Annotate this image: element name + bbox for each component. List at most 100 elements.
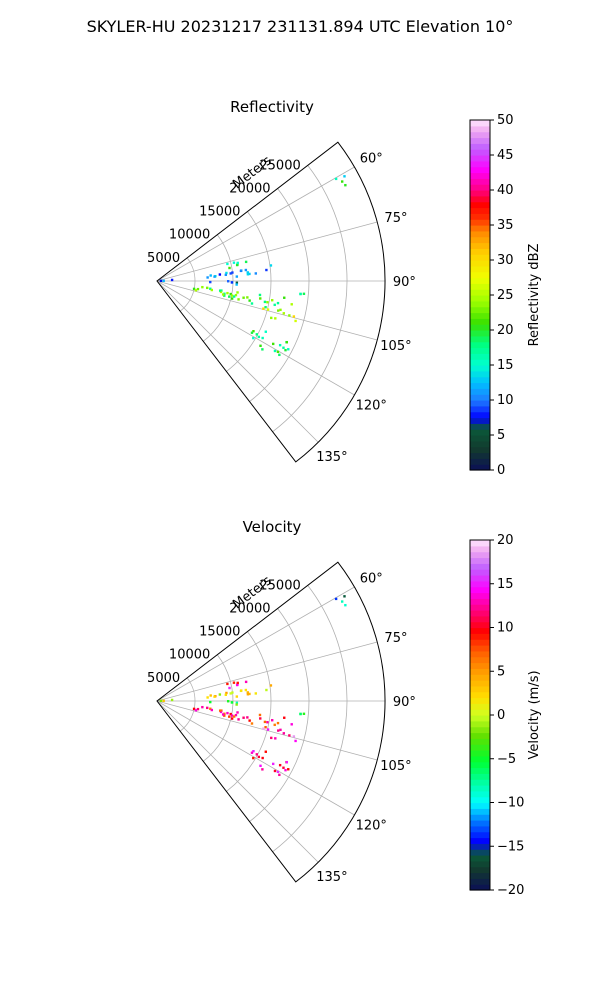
echo-gate	[235, 275, 239, 278]
colorbar-segment	[470, 773, 490, 780]
echo-gate	[271, 719, 274, 722]
colorbar-segment	[470, 137, 490, 144]
colorbar-segment	[470, 335, 490, 343]
echo-gate	[230, 297, 234, 300]
colorbar-segment	[470, 575, 490, 582]
colorbar-segment	[470, 650, 490, 658]
colorbar-segment	[470, 615, 490, 623]
colorbar-segment	[470, 225, 490, 232]
colorbar-segment	[470, 621, 490, 629]
colorbar-segment	[470, 160, 490, 168]
echo-gate	[210, 288, 214, 292]
echo-gate	[294, 739, 297, 743]
colorbar-segment	[470, 540, 490, 547]
echo-gate	[226, 711, 229, 715]
echo-gate	[206, 696, 209, 699]
echo-gate	[264, 750, 267, 753]
echo-gate	[282, 732, 286, 735]
colorbar-segment	[470, 720, 490, 728]
echo-gate	[254, 692, 258, 695]
echo-gate	[273, 723, 276, 727]
echo-gate	[252, 336, 255, 340]
azimuth-gridline	[156, 280, 355, 396]
echo-gate	[209, 280, 212, 284]
echo-gate	[230, 717, 234, 720]
echo-gate	[209, 287, 212, 290]
echo-gate	[266, 728, 270, 731]
colorbar-segment	[470, 347, 490, 354]
colorbar-segment	[470, 155, 490, 162]
echo-gate	[302, 712, 306, 716]
echo-gate	[209, 707, 212, 710]
colorbar-tick-label: 0	[497, 708, 505, 723]
echo-gate	[255, 753, 259, 756]
echo-gate	[226, 682, 229, 686]
colorbar-segment	[470, 872, 490, 879]
colorbar-segment	[470, 656, 490, 664]
echo-gate	[259, 344, 262, 347]
colorbar-segment	[470, 312, 490, 319]
range-ring	[226, 631, 272, 792]
echo-gate	[235, 703, 238, 706]
range-ring	[249, 188, 310, 402]
echo-gate	[236, 711, 239, 714]
echo-gate	[225, 691, 228, 695]
echo-gate	[237, 718, 240, 721]
colorbar-segment	[470, 446, 490, 454]
colorbar-segment	[470, 376, 490, 384]
colorbar-segment	[470, 750, 490, 757]
echo-gate	[252, 756, 255, 760]
colorbar-segment	[470, 271, 490, 279]
colorbar-segment	[470, 545, 490, 553]
colorbar-segment	[470, 289, 490, 296]
echo-gate	[229, 272, 232, 275]
colorbar-segment	[470, 341, 490, 349]
colorbar-segment	[470, 254, 490, 261]
echo-gate	[235, 701, 239, 704]
range-tick-label: 10000	[169, 228, 210, 243]
colorbar-segment	[470, 790, 490, 798]
echo-gate	[343, 175, 346, 178]
azimuth-tick-label: 135°	[316, 450, 347, 465]
reflectivity-title: Reflectivity	[230, 98, 314, 116]
echo-gate	[294, 319, 297, 323]
echo-gate	[194, 709, 198, 712]
colorbar-segment	[470, 411, 490, 419]
echo-gate	[213, 275, 216, 278]
echo-gate	[206, 276, 209, 279]
echo-gate	[170, 698, 174, 702]
echo-gate	[252, 750, 255, 753]
colorbar-segment	[470, 125, 490, 133]
range-ring	[203, 654, 234, 762]
colorbar-segment	[470, 236, 490, 244]
colorbar-segment	[470, 172, 490, 179]
echo-gate	[246, 273, 250, 276]
colorbar-segment	[470, 685, 490, 693]
echo-gate	[218, 693, 222, 696]
echo-gate	[282, 766, 285, 769]
colorbar-segment	[470, 330, 490, 337]
colorbar-tick-label: 15	[497, 358, 514, 373]
echo-gate	[231, 691, 234, 694]
range-tick-label: 15000	[199, 625, 240, 640]
echo-gate	[246, 716, 249, 719]
range-ring	[179, 677, 196, 732]
echo-gate	[266, 301, 269, 304]
colorbar-segment	[470, 726, 490, 734]
echo-gate	[299, 292, 302, 296]
echo-gate	[276, 301, 280, 305]
echo-gate	[290, 723, 293, 726]
echo-gate	[250, 331, 254, 334]
colorbar-segment	[470, 610, 490, 617]
echo-gate	[264, 726, 267, 729]
colorbar-segment	[470, 213, 490, 220]
echo-gate	[232, 715, 236, 718]
echo-gate	[229, 292, 232, 296]
echo-gate	[269, 684, 273, 687]
echo-gate	[246, 693, 250, 696]
colorbar-segment	[470, 440, 490, 448]
echo-gate	[277, 729, 280, 732]
azimuth-gridline	[156, 166, 355, 282]
colorbar-segment	[470, 709, 490, 716]
echo-gate	[261, 348, 264, 351]
